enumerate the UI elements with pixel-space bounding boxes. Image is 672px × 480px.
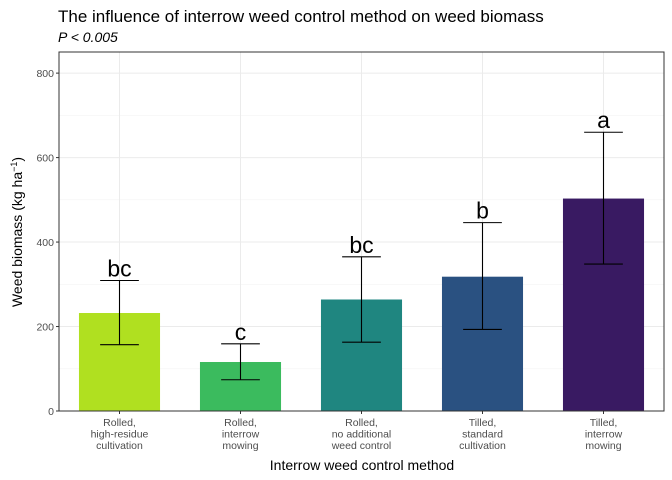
significance-label: b [476, 198, 489, 224]
x-tick-label: weed control [331, 440, 392, 452]
x-axis-title: Interrow weed control method [270, 457, 454, 473]
y-tick-label: 400 [36, 237, 54, 249]
y-axis-title-close: ) [9, 157, 25, 162]
x-tick-label: Tilled, [469, 417, 497, 429]
significance-label: bc [349, 232, 373, 258]
x-tick-label: interrow [585, 429, 623, 441]
y-axis-title: Weed biomass (kg ha−1) [9, 157, 25, 307]
y-tick-label: 600 [36, 152, 54, 164]
x-tick-label: mowing [222, 440, 258, 452]
x-tick-label: Rolled, [345, 417, 378, 429]
x-tick-label: Rolled, [224, 417, 257, 429]
significance-label: bc [107, 255, 131, 281]
y-axis-title-main: Weed biomass (kg ha [9, 172, 25, 307]
plot-area: bccbcba0200400600800Rolled,high-residuec… [36, 51, 665, 452]
y-tick-label: 800 [36, 68, 54, 80]
x-tick-label: cultivation [459, 440, 506, 452]
x-tick-label: interrow [222, 429, 260, 441]
y-axis-title-exponent: −1 [9, 162, 19, 172]
x-tick-label: standard [462, 429, 503, 441]
x-tick-label: high-residue [91, 429, 149, 441]
y-tick-label: 200 [36, 321, 54, 333]
x-tick-label: Rolled, [103, 417, 136, 429]
x-tick-label: mowing [585, 440, 621, 452]
y-tick-label: 0 [48, 406, 54, 418]
chart-title: The influence of interrow weed control m… [58, 7, 544, 26]
chart-subtitle: P < 0.005 [58, 29, 118, 45]
x-tick-label: Tilled, [590, 417, 618, 429]
significance-label: a [597, 107, 610, 133]
significance-label: c [235, 319, 247, 345]
x-tick-label: no additional [332, 429, 392, 441]
x-tick-label: cultivation [96, 440, 143, 452]
